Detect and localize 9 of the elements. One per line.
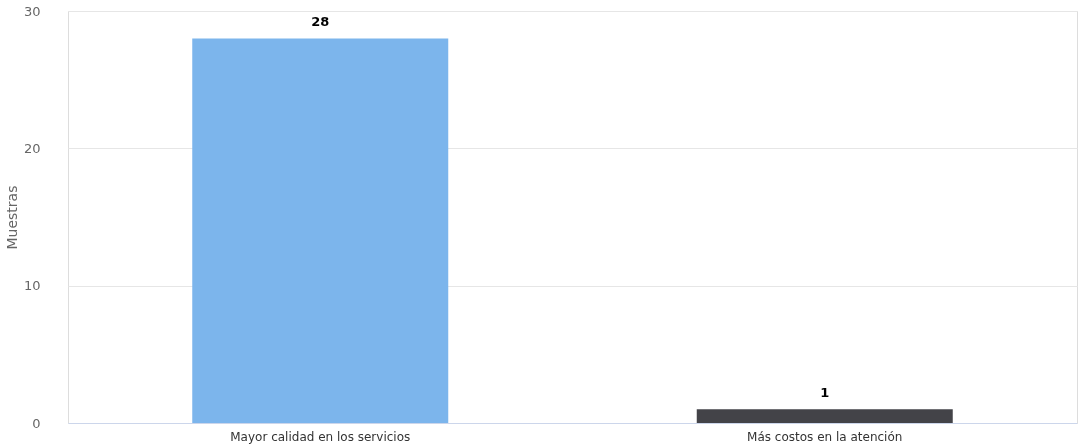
y-tick-label: 20: [23, 140, 41, 156]
y-tick-label: 10: [23, 278, 41, 294]
data-label: 28: [311, 14, 330, 30]
x-tick-label: Más costos en la atención: [747, 429, 903, 444]
y-axis-title: Muestras: [3, 185, 20, 250]
data-label: 1: [820, 385, 830, 401]
y-tick-label: 0: [32, 415, 41, 431]
x-tick-label: Mayor calidad en los servicios: [230, 429, 411, 444]
y-tick-label: 30: [23, 3, 41, 19]
